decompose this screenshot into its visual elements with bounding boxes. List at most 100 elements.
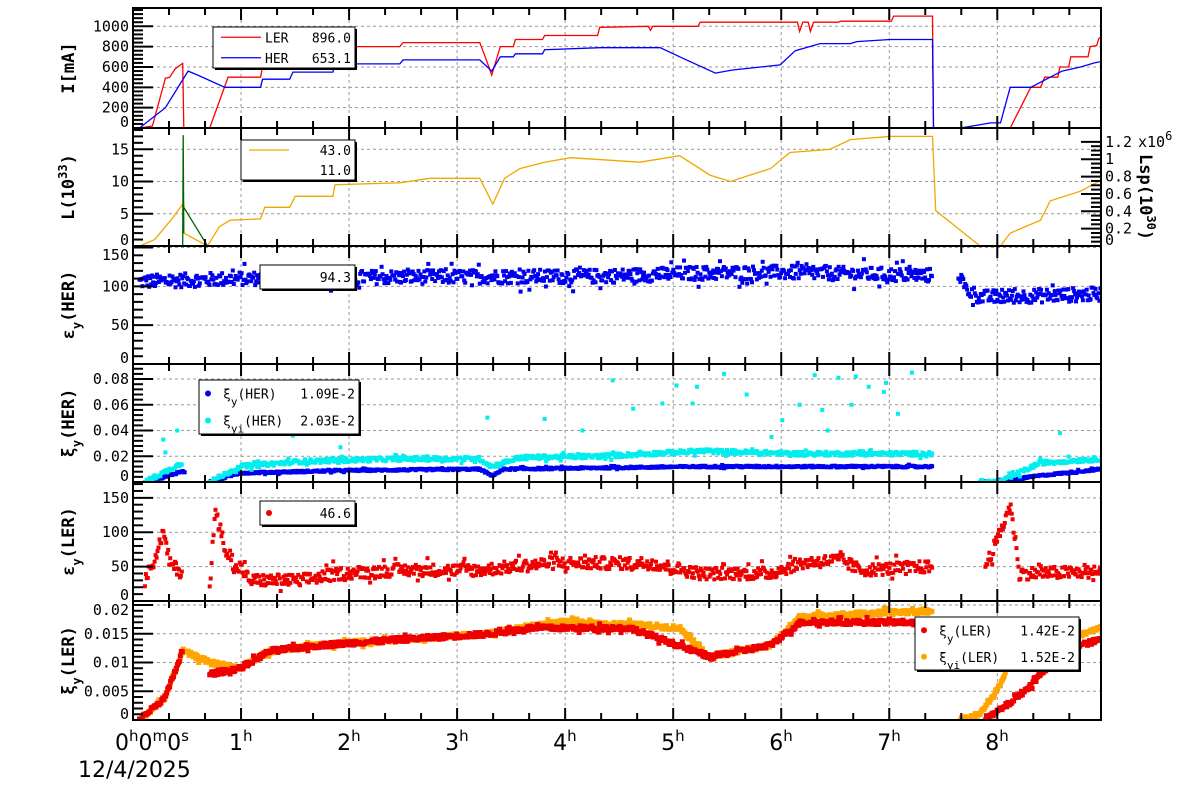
series-yher-point [874, 273, 879, 278]
series-yher-point [577, 271, 581, 275]
series-yler-point [178, 573, 183, 578]
series-yler-point [234, 563, 238, 568]
series-yler-point [685, 574, 690, 579]
series-yler-point [998, 534, 1002, 539]
series-yler-point [818, 565, 823, 570]
series-yler-point [456, 563, 461, 568]
series-yler-point [422, 571, 427, 576]
series-yler-point [576, 560, 581, 565]
series-yler-point [332, 577, 337, 582]
series-yler-point [927, 569, 932, 574]
series-yher-point [195, 276, 200, 281]
series-yiher-point [368, 459, 373, 464]
series-yler-point [223, 549, 228, 553]
series-yher-point [389, 269, 394, 274]
series-yler-point [285, 577, 290, 582]
series-yler-point [245, 570, 250, 575]
series-yiler-point [591, 619, 597, 625]
series-yiler-point [664, 623, 669, 629]
series-yler-point [163, 536, 168, 541]
y-tick-label: 100 [102, 277, 129, 295]
series-yler-point [546, 564, 551, 569]
series-yler-point [834, 553, 839, 558]
series-yher-point [249, 279, 254, 284]
series-yler-point [562, 561, 567, 566]
series-yler-point [696, 573, 701, 578]
series-yher-point [989, 298, 994, 303]
series-yler-point [458, 566, 463, 571]
series-yiher-point [792, 450, 797, 454]
series-yher-point [713, 270, 718, 275]
series-yler-point [1037, 572, 1042, 577]
series-yler-point [795, 566, 799, 571]
series-yher-point [802, 271, 807, 276]
series-yiher-point [615, 451, 620, 456]
series-yher-point [418, 272, 423, 277]
series-yher-point [196, 283, 201, 288]
series-yher-point [928, 266, 932, 271]
series-yler-point [583, 553, 587, 558]
series-yher-point [879, 265, 884, 270]
label-part: ξ [59, 447, 79, 457]
series-yiher-point [824, 449, 829, 454]
series-yher-point [1070, 295, 1075, 300]
series-yler-point [145, 575, 150, 580]
series-yher-point [883, 275, 888, 280]
series-yler-point [849, 557, 854, 562]
series-yher-point [1049, 293, 1054, 298]
series-yler-point [431, 562, 436, 567]
series-yher-point [961, 277, 966, 281]
series-yher-point [154, 280, 158, 285]
series-yiler-point [797, 613, 803, 618]
series-yher-point [655, 266, 660, 271]
series-yher-point [1078, 290, 1083, 294]
series-yher-point [242, 261, 247, 266]
series-yler-point [373, 576, 377, 581]
series-yler-point [683, 570, 688, 575]
series-yher-point [1006, 298, 1010, 303]
series-yler-point [324, 563, 329, 568]
series-yher-point [770, 267, 775, 272]
series-yher-point [1000, 287, 1005, 292]
series-yler-point [1007, 508, 1012, 513]
series-yler-point [790, 562, 795, 567]
series-yler-point [744, 569, 749, 574]
series-yler-point [368, 580, 373, 585]
series-yler-point [822, 556, 827, 561]
series-yher-point [1017, 300, 1022, 305]
series-yler-point [236, 569, 241, 574]
series-yher-point [764, 281, 769, 286]
series-yher-point [420, 281, 425, 286]
legend-entry: 11.0 [320, 164, 351, 179]
series-yler-point [853, 569, 858, 574]
series-yiher-point [760, 452, 764, 457]
series-yler-point [699, 568, 704, 573]
series-yher-point [1079, 294, 1084, 299]
series-yler-point [524, 561, 529, 566]
series-yiher-point [249, 467, 254, 472]
series-yler-point [622, 563, 627, 568]
series-yiler-point [670, 623, 676, 629]
series-yler-point [408, 570, 412, 575]
right-y-tick-label: 0 [1105, 231, 1114, 249]
series-yler-point [460, 563, 465, 567]
series-yher-point [384, 274, 389, 278]
series-yler-point [157, 537, 162, 542]
series-yiher-outlier-point [812, 373, 817, 378]
series-yler-point [404, 568, 409, 573]
series-yher-point [256, 276, 261, 281]
series-yher-point [356, 280, 361, 285]
series-yher-point [905, 277, 910, 282]
series-yiher-outlier-point [849, 402, 854, 407]
series-yher-point [581, 268, 586, 273]
series-yler-point [774, 574, 779, 579]
series-yher-point [404, 272, 409, 277]
series-yiher-point [325, 457, 330, 462]
series-yher-point [544, 275, 549, 280]
series-yler-point [529, 565, 534, 570]
series-yler-point [914, 563, 919, 568]
series-yler-point [665, 559, 670, 564]
series-yler-point [793, 556, 797, 561]
series-yler-point [387, 574, 392, 579]
